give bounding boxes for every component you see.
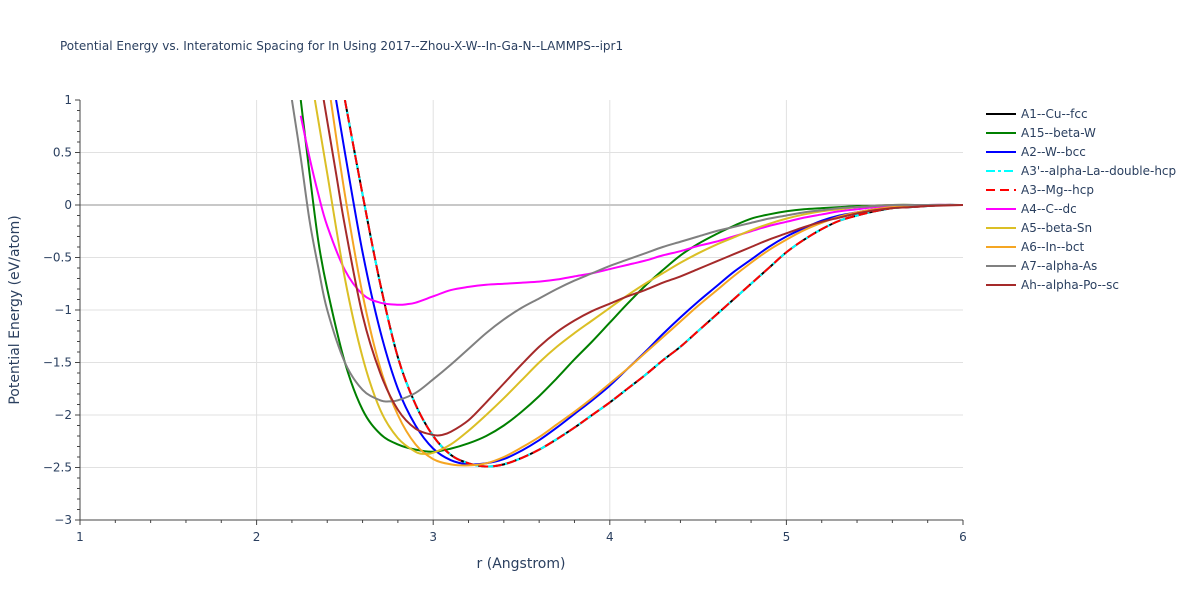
x-tick-label: 3 xyxy=(429,530,437,544)
legend-item[interactable]: A2--W--bcc xyxy=(986,145,1086,159)
series-line-A6--In--bct[interactable] xyxy=(329,100,963,467)
legend-item[interactable]: A7--alpha-As xyxy=(986,259,1097,273)
legend-label: A2--W--bcc xyxy=(1021,145,1086,159)
y-tick-label: 0.5 xyxy=(53,146,72,160)
legend-item[interactable]: A3--Mg--hcp xyxy=(986,183,1094,197)
y-tick-label: 1 xyxy=(64,93,72,107)
y-tick-label: 0 xyxy=(64,198,72,212)
series-line-A3'--alpha-La--double-hcp[interactable] xyxy=(343,100,963,468)
legend-item[interactable]: A1--Cu--fcc xyxy=(986,107,1088,121)
legend-label: A15--beta-W xyxy=(1021,126,1096,140)
legend-label: A1--Cu--fcc xyxy=(1021,107,1088,121)
y-axis-title: Potential Energy (eV/atom) xyxy=(7,215,23,404)
legend-item[interactable]: A15--beta-W xyxy=(986,126,1096,140)
tick-label-layer: 1 2 3 4 5 6 1 0.5 0 −0.5 −1 −1.5 −2 −2.5 −3 xyxy=(43,93,967,544)
grid-layer xyxy=(80,100,963,520)
legend-item[interactable]: Ah--alpha-Po--sc xyxy=(986,278,1119,292)
y-tick-label: −0.5 xyxy=(43,251,72,265)
x-tick-label: 1 xyxy=(76,530,84,544)
series-line-A7--alpha-As[interactable] xyxy=(290,100,963,403)
chart-title: Potential Energy vs. Interatomic Spacing… xyxy=(60,39,623,53)
legend-label: A4--C--dc xyxy=(1021,202,1077,216)
axis-layer xyxy=(75,99,964,525)
legend[interactable]: A1--Cu--fcc A15--beta-W A2--W--bcc A3'--alp… xyxy=(986,107,1176,292)
legend-item[interactable]: A3'--alpha-La--double-hcp xyxy=(986,164,1176,178)
legend-item[interactable]: A4--C--dc xyxy=(986,202,1077,216)
series-line-A5--beta-Sn[interactable] xyxy=(313,100,963,456)
x-axis-title: r (Angstrom) xyxy=(477,556,566,572)
x-tick-label: 4 xyxy=(606,530,614,544)
legend-label: Ah--alpha-Po--sc xyxy=(1021,278,1119,292)
y-tick-label: −3 xyxy=(54,513,72,527)
series-line-A15--beta-W[interactable] xyxy=(299,100,963,453)
legend-label: A7--alpha-As xyxy=(1021,259,1097,273)
series-line-Ah--alpha-Po--sc[interactable] xyxy=(322,100,963,437)
legend-label: A5--beta-Sn xyxy=(1021,221,1092,235)
y-tick-label: −2 xyxy=(54,408,72,422)
x-tick-label: 6 xyxy=(959,530,967,544)
legend-item[interactable]: A5--beta-Sn xyxy=(986,221,1092,235)
legend-item[interactable]: A6--In--bct xyxy=(986,240,1085,254)
y-tick-label: −2.5 xyxy=(43,461,72,475)
x-tick-label: 5 xyxy=(783,530,791,544)
legend-label: A6--In--bct xyxy=(1021,240,1085,254)
legend-label: A3'--alpha-La--double-hcp xyxy=(1021,164,1176,178)
series-line-A3--Mg--hcp[interactable] xyxy=(343,100,963,468)
y-tick-label: −1.5 xyxy=(43,356,72,370)
legend-label: A3--Mg--hcp xyxy=(1021,183,1094,197)
series-layer xyxy=(290,100,963,468)
x-tick-label: 2 xyxy=(253,530,261,544)
y-tick-label: −1 xyxy=(54,303,72,317)
